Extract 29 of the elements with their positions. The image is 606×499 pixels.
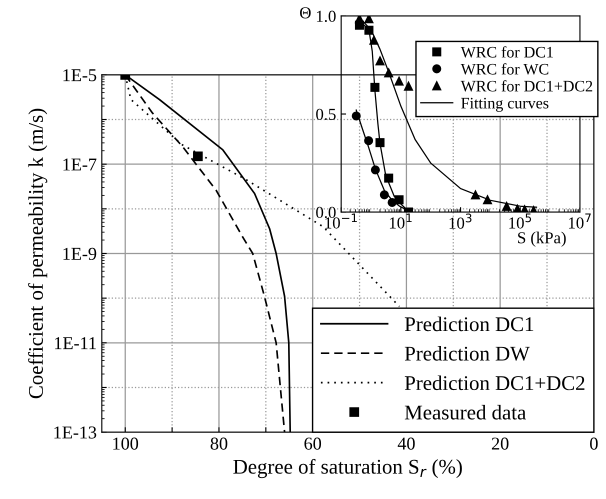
x-tick-label: 0 <box>590 438 598 450</box>
x-axis-title: Degree of saturation S$_{r}$ (%) <box>233 458 462 478</box>
legend-label: Fitting curves <box>461 98 548 112</box>
legend-label: WRC for DC1+DC2 <box>460 80 592 92</box>
legend-label: WRC for DC1 <box>460 46 553 58</box>
x-tick-label: 10$^{7}$ <box>568 214 591 229</box>
y-tick-label: 0.5 <box>316 108 336 120</box>
y-tick-label: 1E-9 <box>63 248 96 260</box>
y-axis-title: Coefficient of permeability k (m/s) <box>28 108 48 398</box>
x-tick-label: 20 <box>492 438 508 450</box>
legend-label: WRC for WC <box>460 63 548 75</box>
y-tick-label: 1.0 <box>316 10 336 22</box>
y-tick-label: 1E-7 <box>63 158 96 170</box>
legend-label: Measured data <box>404 404 526 420</box>
x-axis-title: S (kPa) <box>518 232 566 247</box>
y-tick-label: 1E-13 <box>54 426 96 439</box>
y-axis-title: Θ <box>300 7 311 18</box>
x-tick-label: 10$^{1}$ <box>390 214 412 229</box>
y-tick-label: 1E-11 <box>55 337 96 350</box>
legend-label: Prediction DW <box>404 346 530 361</box>
x-tick-label: 10$^{5}$ <box>509 214 532 229</box>
x-tick-label: 80 <box>210 438 228 450</box>
x-tick-label: 100 <box>113 438 138 450</box>
x-tick-label: 10$^{3}$ <box>450 214 472 229</box>
legend-label: Prediction DC1+DC2 <box>404 375 584 390</box>
legend-label: Prediction DC1 <box>404 316 534 332</box>
x-tick-label: 40 <box>398 438 415 450</box>
y-tick-label: 1E-5 <box>63 69 96 82</box>
x-tick-label: 60 <box>304 438 322 450</box>
